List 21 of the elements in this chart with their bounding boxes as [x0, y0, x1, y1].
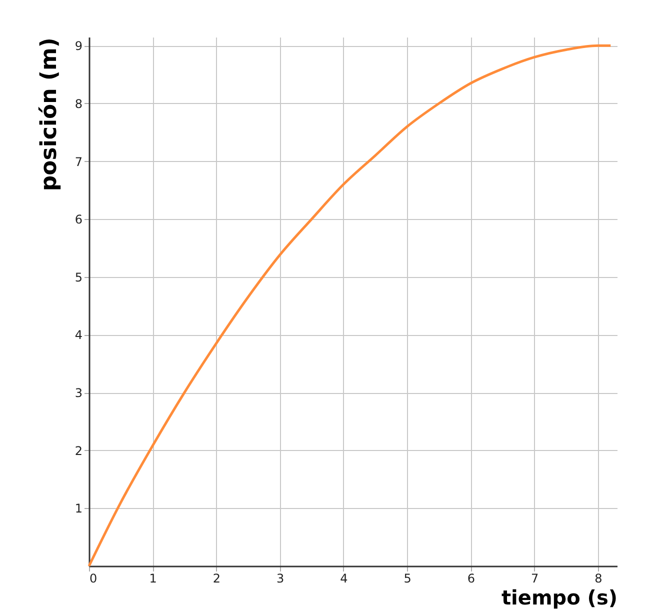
y-tick-label: 9: [74, 39, 82, 54]
y-tick-label: 8: [74, 96, 82, 111]
x-tick-label: 0: [90, 572, 98, 586]
x-tick-label: 8: [594, 572, 602, 586]
x-axis-title: tiempo (s): [501, 586, 618, 610]
x-tick-label: 2: [212, 572, 221, 586]
x-tick-label: 1: [149, 572, 157, 586]
line-series: [88, 44, 612, 568]
x-tick-label: 6: [467, 572, 476, 586]
x-tick-label: 3: [276, 572, 284, 586]
x-tick-label: 4: [340, 572, 348, 586]
x-tick-label: 5: [404, 572, 412, 586]
y-tick-label: 7: [74, 154, 82, 169]
y-tick-label: 1: [74, 502, 82, 516]
y-tick-label: 4: [74, 328, 82, 342]
y-tick-label: 6: [74, 212, 82, 227]
y-tick-label: 5: [74, 270, 82, 284]
y-tick-label: 2: [74, 444, 82, 458]
x-tick-label: 7: [530, 572, 539, 586]
y-axis-title: posición (m): [36, 38, 62, 192]
y-tick-label: 3: [74, 386, 82, 400]
